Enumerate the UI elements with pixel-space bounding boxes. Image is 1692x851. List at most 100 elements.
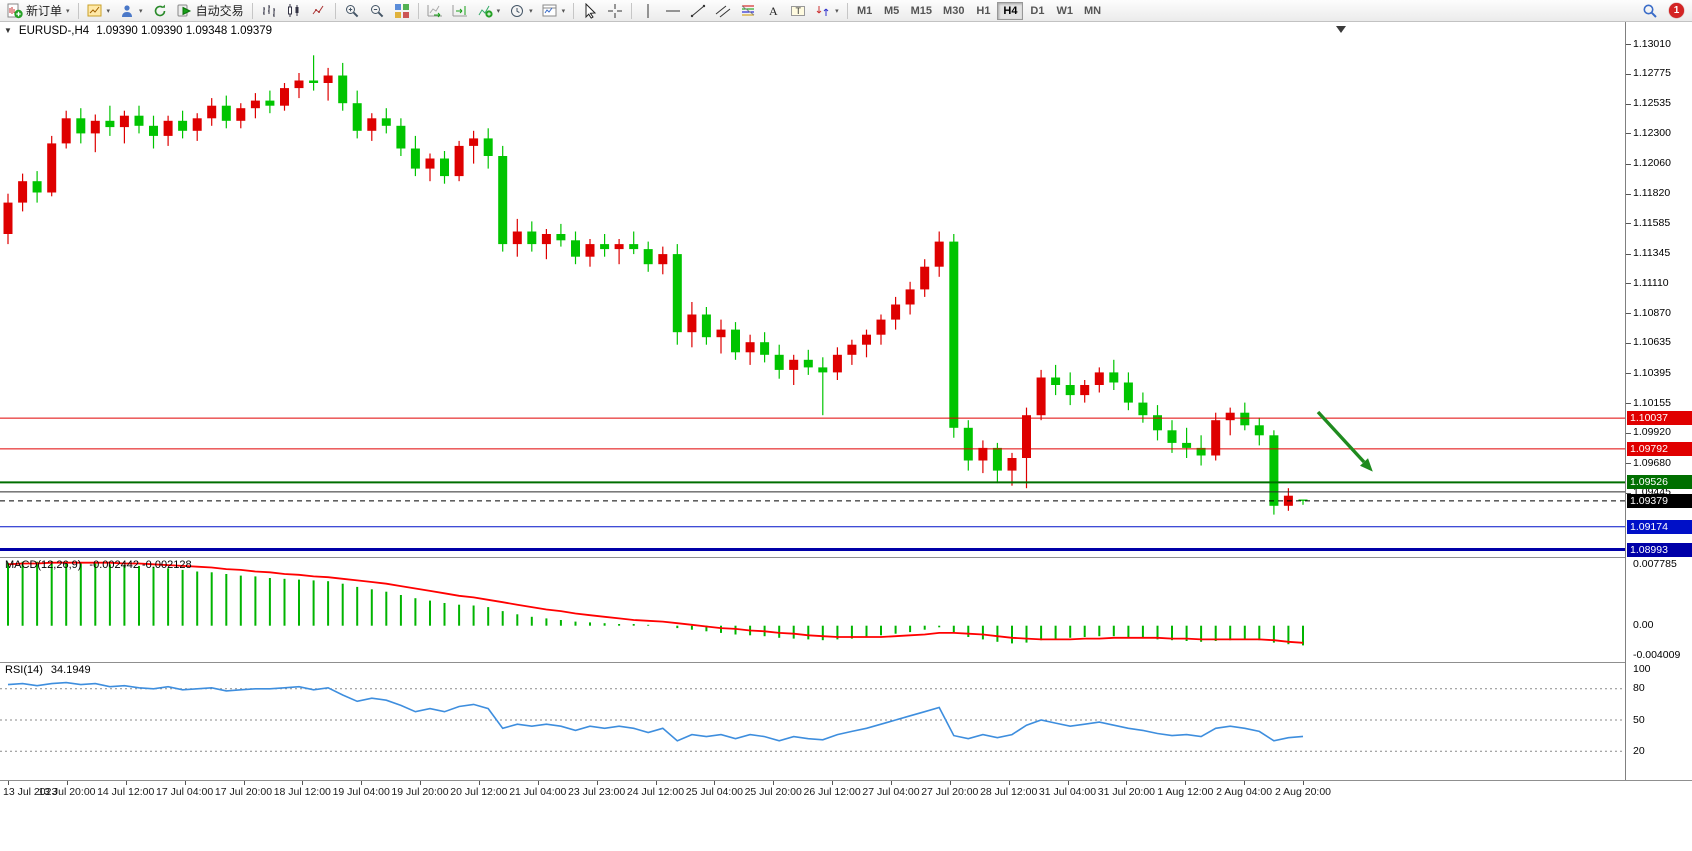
new-chart-button[interactable]: ▾ xyxy=(83,1,115,21)
vertical-line-tool-button[interactable] xyxy=(636,1,660,21)
horizontal-line-tool-button[interactable] xyxy=(661,1,685,21)
time-label: 2 Aug 04:00 xyxy=(1216,786,1273,798)
rsi-plot[interactable] xyxy=(0,662,1625,780)
axis-tick-mark xyxy=(1626,253,1631,255)
time-tick-mark xyxy=(1008,781,1010,785)
templates-button[interactable]: ▾ xyxy=(538,1,570,21)
profiles-button[interactable]: ▾ xyxy=(115,1,147,21)
rsi-panel: RSI(14) 34.1949 xyxy=(0,662,1625,780)
price-tick-label: 1.11345 xyxy=(1633,247,1671,259)
clock-icon xyxy=(509,3,525,19)
zoom-in-button[interactable] xyxy=(340,1,364,21)
indicators-button[interactable]: ▾ xyxy=(473,1,505,21)
zoom-out-icon xyxy=(369,3,385,19)
timeframe-mn-button[interactable]: MN xyxy=(1083,4,1102,17)
tile-windows-button[interactable] xyxy=(390,1,414,21)
timeframe-h1-button[interactable]: H1 xyxy=(976,4,991,17)
price-line-badge: 1.09379 xyxy=(1627,493,1692,508)
timeframe-d1-button[interactable]: D1 xyxy=(1030,4,1045,17)
periods-button[interactable]: ▾ xyxy=(505,1,537,21)
chart-shift-button[interactable] xyxy=(448,1,472,21)
bar-chart-icon xyxy=(261,3,277,19)
price-tick-label: 1.12300 xyxy=(1633,126,1671,139)
macd-plot[interactable] xyxy=(0,557,1625,662)
timeframe-m30-button[interactable]: M30 xyxy=(943,4,965,17)
axis-tick-mark xyxy=(1626,373,1631,374)
fibonacci-tool-button[interactable] xyxy=(736,1,760,21)
time-tick-mark xyxy=(655,781,657,785)
cursor-icon xyxy=(582,2,598,19)
one-click-trading-toggle[interactable]: ▼ xyxy=(4,26,12,35)
time-tick-mark xyxy=(8,781,9,785)
new-order-label: 新订单 xyxy=(26,4,63,18)
text-label-tool-button[interactable]: T xyxy=(786,1,810,21)
timeframe-w1-button[interactable]: W1 xyxy=(1056,4,1073,17)
templates-icon xyxy=(542,3,558,19)
cursor-tool-button[interactable] xyxy=(578,1,602,21)
new-order-button[interactable]: 新订单 ▾ xyxy=(3,1,74,21)
price-tick-label: 1.09920 xyxy=(1633,426,1671,439)
axis-tick-mark xyxy=(1626,44,1631,45)
bar-chart-mode-button[interactable] xyxy=(257,1,281,21)
rsi-indicator-name: RSI(14) xyxy=(5,664,43,676)
price-tick-label: 1.10395 xyxy=(1633,366,1671,379)
time-tick-mark xyxy=(66,781,68,785)
axis-tick-mark xyxy=(1626,403,1631,405)
tile-windows-icon xyxy=(394,3,410,19)
timeframe-m15-button[interactable]: M15 xyxy=(910,4,933,17)
channel-icon xyxy=(715,3,731,19)
zoom-out-button[interactable] xyxy=(365,1,389,21)
crosshair-tool-button[interactable] xyxy=(603,1,627,21)
search-button[interactable] xyxy=(1638,1,1662,21)
time-axis[interactable]: 13 Jul 2023 13 Jul 20:00 14 Jul 12:00 17 Ju… xyxy=(0,780,1692,802)
timeframe-m1-button[interactable]: M1 xyxy=(857,4,873,17)
price-line-badge: 1.08993 xyxy=(1627,542,1692,557)
notification-badge[interactable]: 1 xyxy=(1669,3,1684,18)
axis-tick-mark xyxy=(1626,223,1631,225)
time-label: 18 Jul 12:00 xyxy=(273,786,331,798)
text-tool-button[interactable]: A xyxy=(761,1,785,21)
axis-tick-mark xyxy=(1626,193,1631,195)
chevron-down-icon: ▾ xyxy=(139,7,143,15)
time-label: 27 Jul 04:00 xyxy=(862,786,920,798)
price-tick-label: 1.11585 xyxy=(1633,216,1671,229)
auto-scroll-button[interactable] xyxy=(423,1,447,21)
price-axis[interactable]: 1.13010 1.12775 1.12535 1.12300 1.12060 1.118… xyxy=(1625,22,1692,802)
toolbar-separator xyxy=(573,2,575,19)
macd-values: -0.002442 -0.002128 xyxy=(89,559,192,571)
auto-trading-label: 自动交易 xyxy=(195,4,244,18)
macd-axis-label: 0.007785 xyxy=(1633,557,1677,570)
main-chart-plot[interactable] xyxy=(0,22,1625,557)
time-tick-mark xyxy=(478,781,480,785)
time-label: 19 Jul 04:00 xyxy=(332,786,390,798)
trendline-tool-button[interactable] xyxy=(686,1,710,21)
arrows-tool-button[interactable]: ▾ xyxy=(811,1,843,21)
search-icon xyxy=(1642,3,1658,19)
auto-trading-button[interactable]: 自动交易 xyxy=(173,1,248,21)
panel-separator[interactable] xyxy=(0,662,1692,663)
axis-tick-mark xyxy=(1626,432,1631,434)
rsi-axis-label: 50 xyxy=(1633,713,1645,726)
refresh-button[interactable] xyxy=(148,1,172,21)
macd-axis-label: 0.00 xyxy=(1633,619,1654,632)
panel-separator[interactable] xyxy=(0,557,1692,558)
candlestick-mode-button[interactable] xyxy=(282,1,306,21)
time-tick-mark xyxy=(714,781,716,785)
time-label: 21 Jul 04:00 xyxy=(509,786,567,798)
text-icon: A xyxy=(765,3,781,19)
rsi-value: 34.1949 xyxy=(50,664,91,676)
time-label: 17 Jul 20:00 xyxy=(214,786,273,798)
axis-tick-mark xyxy=(1626,103,1631,105)
time-label: 25 Jul 20:00 xyxy=(744,786,802,798)
channel-tool-button[interactable] xyxy=(711,1,735,21)
zoom-in-icon xyxy=(344,3,360,19)
axis-tick-mark xyxy=(1626,163,1631,165)
auto-scroll-icon xyxy=(427,3,443,19)
timeframe-h4-button[interactable]: H4 xyxy=(997,1,1024,20)
time-tick-mark xyxy=(832,781,834,785)
axis-tick-mark xyxy=(1626,342,1631,344)
line-chart-mode-button[interactable] xyxy=(307,1,331,21)
price-line-badge: 1.09174 xyxy=(1627,519,1692,534)
timeframe-m5-button[interactable]: M5 xyxy=(884,4,900,17)
axis-tick-mark xyxy=(1626,73,1631,75)
